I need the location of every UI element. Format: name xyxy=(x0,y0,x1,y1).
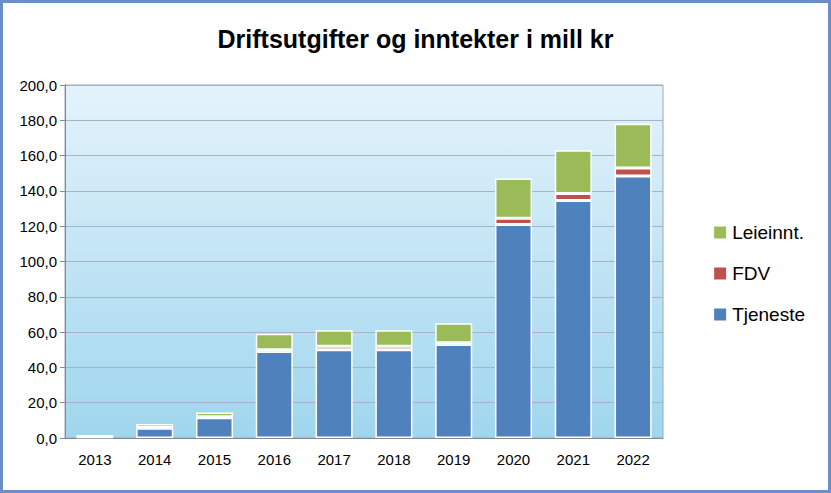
svg-text:2018: 2018 xyxy=(377,451,410,468)
svg-text:40,0: 40,0 xyxy=(28,359,57,376)
svg-text:140,0: 140,0 xyxy=(19,182,57,199)
svg-text:100,0: 100,0 xyxy=(19,253,57,270)
svg-text:2020: 2020 xyxy=(497,451,530,468)
svg-text:FDV: FDV xyxy=(732,263,770,284)
svg-text:60,0: 60,0 xyxy=(28,324,57,341)
svg-text:2017: 2017 xyxy=(317,451,350,468)
svg-text:2016: 2016 xyxy=(258,451,291,468)
svg-text:Driftsutgifter og inntekter i: Driftsutgifter og inntekter i mill kr xyxy=(218,25,614,53)
svg-text:160,0: 160,0 xyxy=(19,147,57,164)
svg-text:0,0: 0,0 xyxy=(36,430,57,447)
svg-text:80,0: 80,0 xyxy=(28,288,57,305)
svg-text:20,0: 20,0 xyxy=(28,394,57,411)
svg-text:2019: 2019 xyxy=(437,451,470,468)
svg-text:120,0: 120,0 xyxy=(19,218,57,235)
svg-text:2015: 2015 xyxy=(198,451,231,468)
svg-text:2013: 2013 xyxy=(78,451,111,468)
svg-text:2022: 2022 xyxy=(616,451,649,468)
svg-text:2014: 2014 xyxy=(138,451,171,468)
svg-text:180,0: 180,0 xyxy=(19,112,57,129)
svg-text:Tjeneste: Tjeneste xyxy=(732,304,805,325)
svg-text:Leieinnt.: Leieinnt. xyxy=(732,222,804,243)
svg-text:200,0: 200,0 xyxy=(19,77,57,94)
svg-text:2021: 2021 xyxy=(557,451,590,468)
